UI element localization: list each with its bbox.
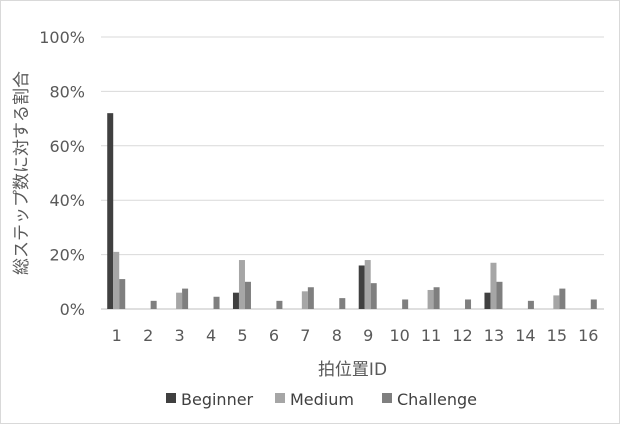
x-tick-label: 8 <box>332 326 342 345</box>
x-tick-label: 15 <box>547 326 567 345</box>
x-tick-label: 16 <box>578 326 598 345</box>
legend-label-challenge: Challenge <box>397 390 477 409</box>
bar-challenge-16 <box>590 299 597 309</box>
bar-medium-13 <box>490 262 497 309</box>
y-tick-label: 40% <box>49 191 85 210</box>
x-tick-label: 4 <box>206 326 216 345</box>
legend: Beginner Medium Challenge <box>166 390 477 409</box>
legend-swatch-medium <box>275 393 285 403</box>
x-tick-label: 3 <box>175 326 185 345</box>
y-tick-label: 100% <box>39 28 85 47</box>
bar-challenge-12 <box>465 299 472 309</box>
bar-challenge-2 <box>150 300 157 309</box>
y-tick-label: 80% <box>49 82 85 101</box>
y-tick-labels: 0% 20% 40% 60% 80% 100% <box>39 28 85 319</box>
x-tick-label: 6 <box>269 326 279 345</box>
legend-swatch-challenge <box>382 393 392 403</box>
bar-challenge-4 <box>213 296 220 309</box>
bar-challenge-5 <box>244 281 251 309</box>
legend-swatch-beginner <box>166 393 176 403</box>
y-axis-title: 総ステップ数に対する割合 <box>12 71 32 275</box>
bar-challenge-6 <box>276 300 283 309</box>
x-tick-label: 9 <box>363 326 373 345</box>
y-tick-label: 0% <box>60 300 85 319</box>
bar-challenge-13 <box>496 281 503 309</box>
bar-challenge-3 <box>182 288 189 309</box>
bar-beginner-9 <box>358 265 365 309</box>
x-tick-label: 12 <box>452 326 472 345</box>
y-tick-label: 60% <box>49 137 85 156</box>
bar-challenge-10 <box>402 299 409 309</box>
y-tick-label: 20% <box>49 246 85 265</box>
bar-challenge-1 <box>119 279 126 309</box>
bar-beginner-5 <box>232 292 239 309</box>
bar-challenge-14 <box>527 300 534 309</box>
bar-medium-15 <box>553 295 560 309</box>
bar-challenge-8 <box>339 298 346 309</box>
x-tick-label: 10 <box>389 326 409 345</box>
bar-medium-1 <box>113 251 120 309</box>
x-axis-title: 拍位置ID <box>318 360 387 380</box>
x-tick-label: 7 <box>300 326 310 345</box>
x-tick-label: 11 <box>421 326 441 345</box>
bars <box>107 113 597 309</box>
bar-challenge-15 <box>559 288 566 309</box>
bar-medium-7 <box>301 291 308 309</box>
x-tick-label: 13 <box>484 326 504 345</box>
x-tick-label: 14 <box>515 326 535 345</box>
bar-beginner-13 <box>484 292 491 309</box>
bar-medium-11 <box>427 289 434 309</box>
bar-beginner-1 <box>107 113 114 309</box>
bar-challenge-11 <box>433 287 440 309</box>
x-tick-label: 5 <box>237 326 247 345</box>
bar-challenge-9 <box>370 283 377 309</box>
bar-medium-9 <box>364 260 371 309</box>
legend-label-beginner: Beginner <box>181 390 254 409</box>
x-tick-label: 2 <box>143 326 153 345</box>
bar-challenge-7 <box>307 287 314 309</box>
x-tick-labels: 1 2 3 4 5 6 7 8 9 10 11 12 13 14 15 16 <box>112 326 599 345</box>
legend-label-medium: Medium <box>290 390 354 409</box>
bar-medium-3 <box>176 292 183 309</box>
x-tick-label: 1 <box>112 326 122 345</box>
gridlines <box>101 36 604 310</box>
bar-medium-5 <box>238 260 245 309</box>
